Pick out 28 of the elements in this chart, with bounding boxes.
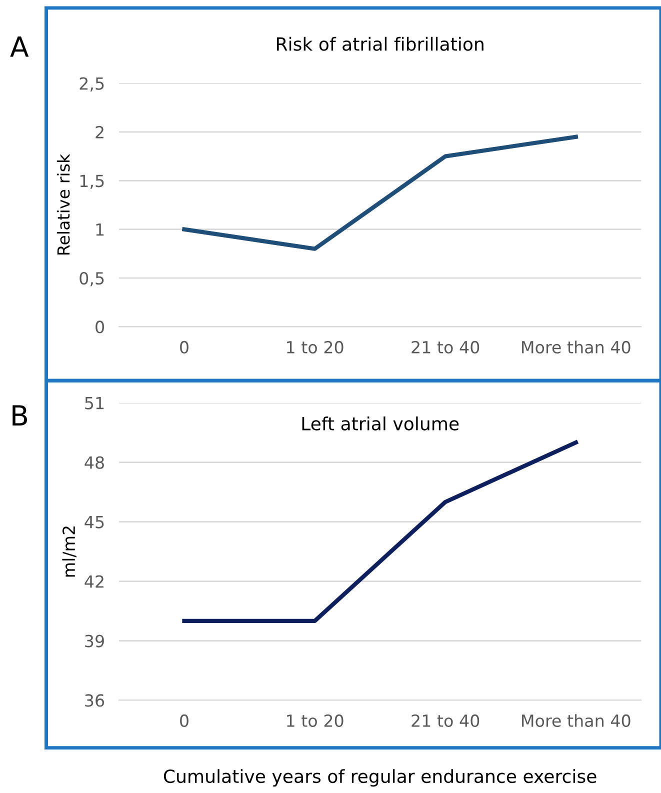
line-series (182, 134, 578, 251)
y-tick-label: 51 (85, 397, 104, 410)
y-axis-title: ml/m2 (62, 526, 76, 577)
x-tick-label: 21 to 40 (412, 340, 480, 354)
text: Left atrial volume (302, 416, 459, 430)
text: A (10, 36, 29, 57)
x-tick-label: 0 (180, 340, 188, 354)
chart-title: Risk of atrial fibrillation (277, 36, 484, 51)
x-tick-label: 1 to 20 (287, 340, 344, 354)
y-tick-label: 42 (84, 575, 104, 588)
y-tick-label: 0,5 (80, 272, 104, 286)
y-tick-label: 48 (84, 456, 104, 469)
x-tick-label: 1 to 20 (287, 714, 344, 728)
y-axis-title: Relative risk (56, 154, 70, 255)
x-tick-label: More than 40 (522, 340, 630, 354)
x-axis-title: Cumulative years of regular endurance exercise (164, 769, 596, 787)
y-tick-label: 1 (96, 224, 104, 236)
y-tick-label: 2,5 (80, 77, 104, 92)
text: B (12, 405, 28, 426)
x-tick-label: 21 to 40 (412, 714, 480, 728)
y-tick-label: 1,5 (80, 174, 104, 189)
x-tick-label: More than 40 (522, 714, 630, 728)
y-tick-label: 36 (85, 694, 104, 707)
x-tick-label: 0 (180, 714, 188, 728)
y-tick-label: 45 (84, 516, 104, 528)
y-tick-label: 39 (85, 634, 104, 648)
y-tick-label: 2 (96, 126, 104, 138)
y-tick-label: 0 (96, 320, 104, 334)
